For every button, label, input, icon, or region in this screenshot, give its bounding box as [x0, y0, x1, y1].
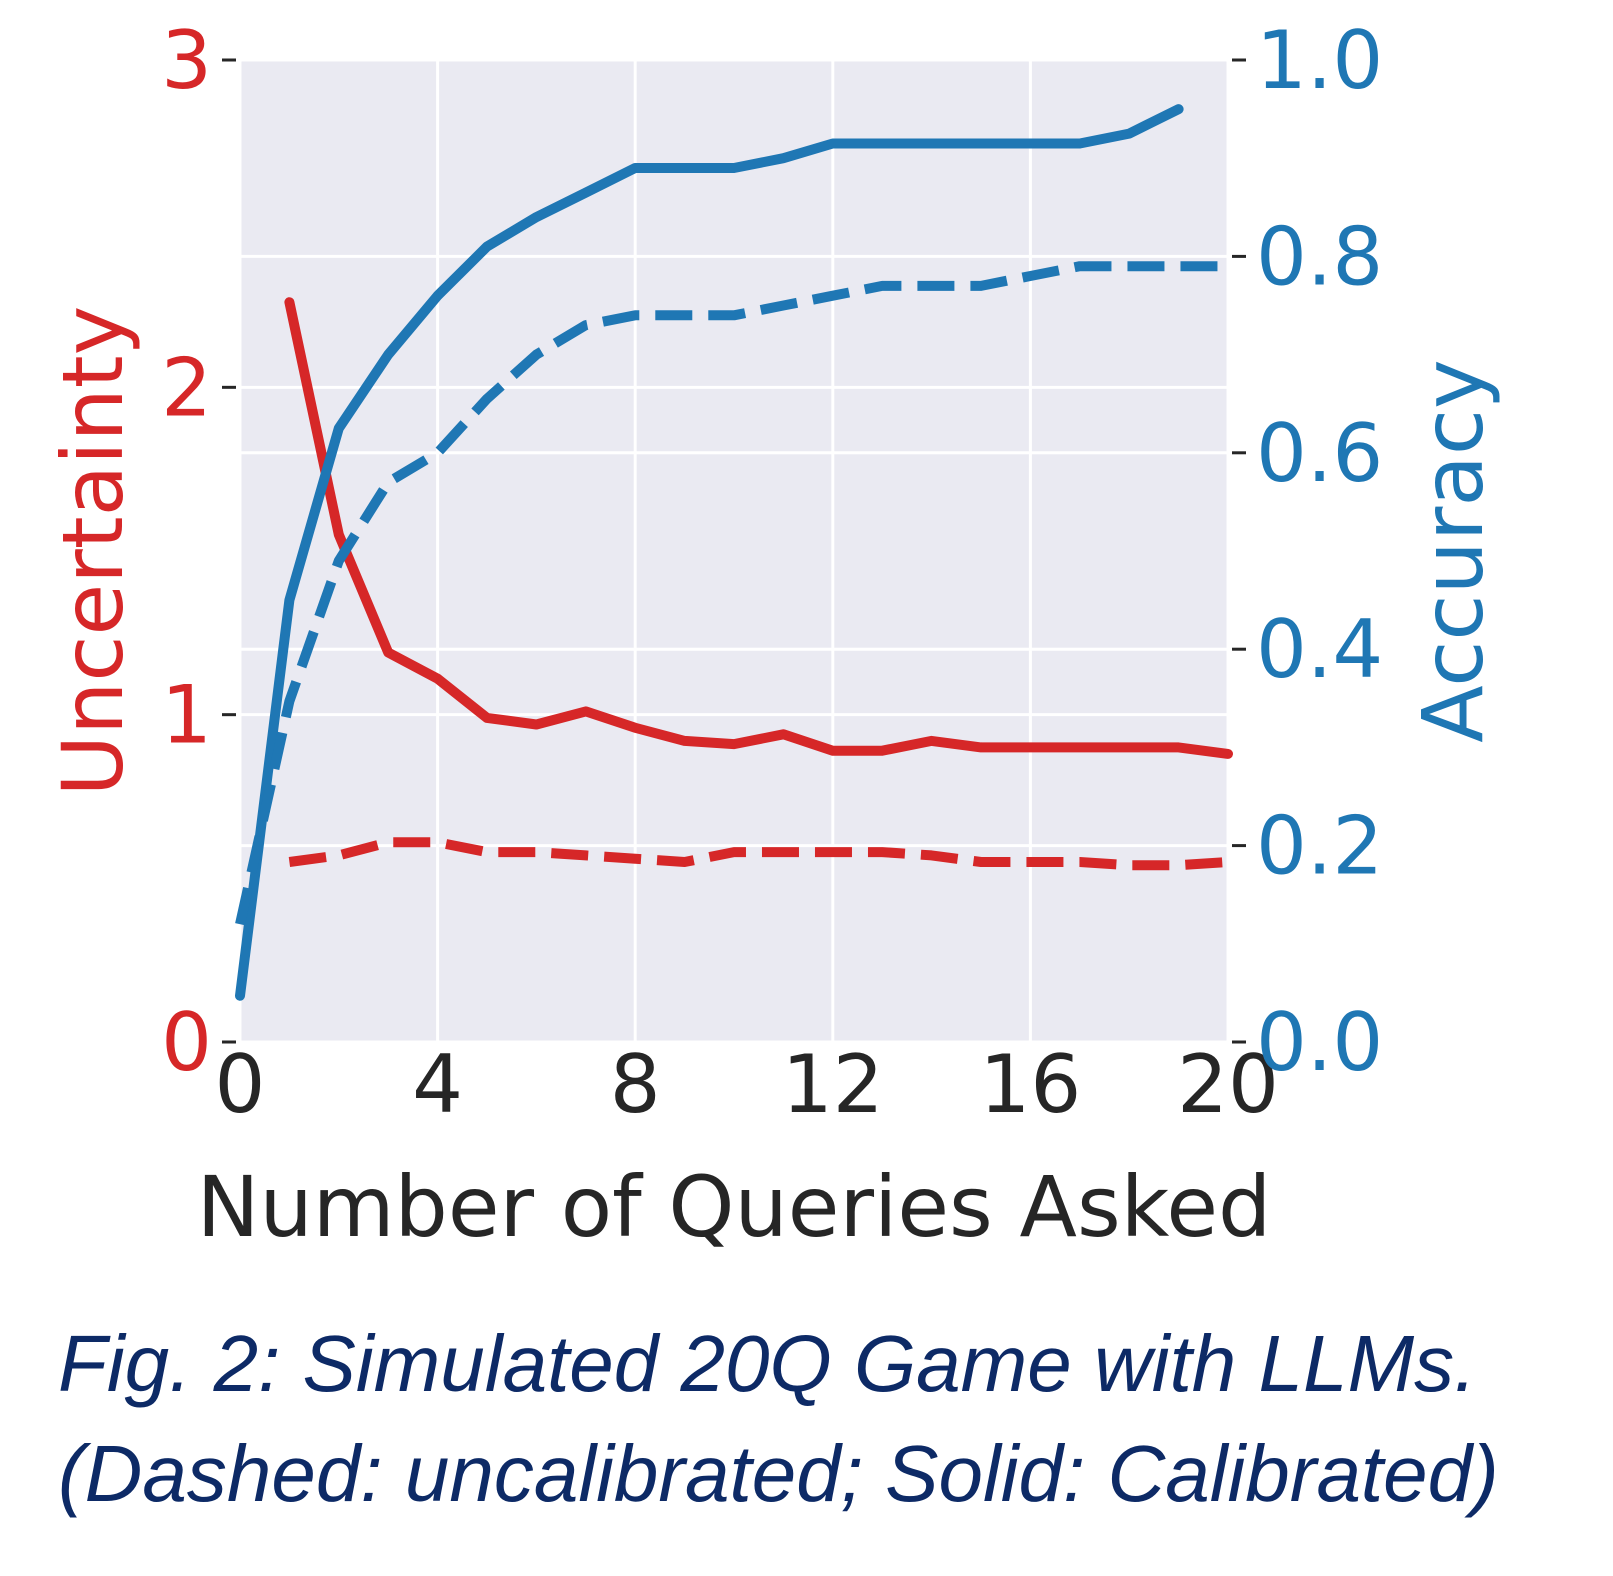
x-tick-label: 4	[412, 1038, 463, 1131]
y-axis-label-right: Accuracy	[1404, 359, 1502, 743]
accuracy-calibrated-line	[235, 104, 1184, 1001]
y-right-tick-label: 0.8	[1256, 210, 1383, 303]
x-tick-label: 16	[980, 1038, 1082, 1131]
x-tick-label: 8	[610, 1038, 661, 1131]
accuracy-uncalibrated-line	[235, 261, 1228, 926]
y-axis-label-left: Uncertainty	[44, 306, 142, 797]
y-left-tick-label: 3	[161, 14, 212, 107]
x-tick-label: 0	[215, 1038, 266, 1131]
y-left-tick-label: 1	[161, 669, 212, 762]
x-tick-label: 12	[782, 1038, 884, 1131]
x-tick-label: 20	[1177, 1038, 1279, 1131]
y-left-tick-label: 0	[161, 996, 212, 1089]
figure-caption-line-1: Fig. 2: Simulated 20Q Game with LLMs.	[58, 1319, 1477, 1408]
uncertainty-calibrated-line	[284, 297, 1233, 759]
y-right-tick-label: 0.6	[1256, 407, 1383, 500]
y-right-tick-label: 0.0	[1256, 996, 1383, 1089]
y-right-tick-label: 1.0	[1256, 14, 1383, 107]
plot-background	[240, 60, 1228, 1042]
y-right-tick-label: 0.4	[1256, 603, 1383, 696]
y-right-tick-label: 0.2	[1256, 800, 1383, 893]
y-left-tick-label: 2	[161, 341, 212, 434]
x-axis-label: Number of Queries Asked	[197, 1158, 1272, 1250]
figure-caption-line-2: (Dashed: uncalibrated; Solid: Calibrated…	[58, 1429, 1499, 1518]
